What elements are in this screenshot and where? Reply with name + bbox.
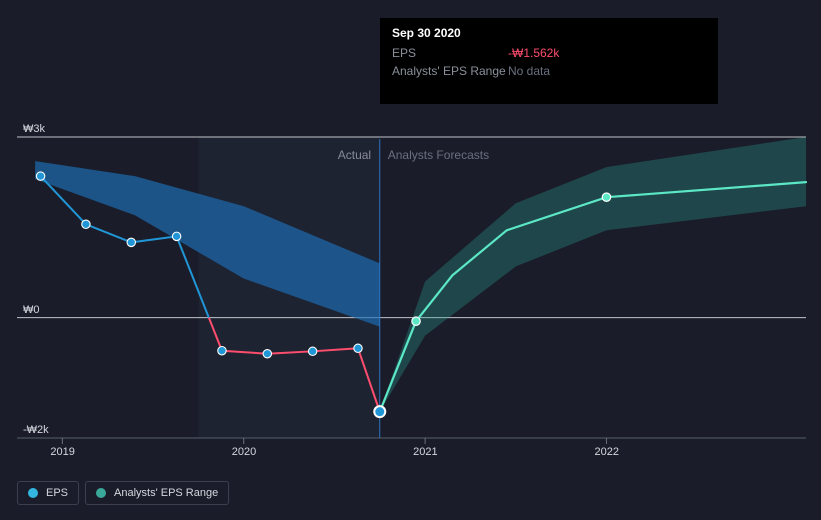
legend: EPS Analysts' EPS Range: [17, 481, 229, 505]
legend-label: EPS: [46, 487, 68, 499]
legend-swatch: [96, 488, 106, 498]
x-axis-label: 2021: [413, 446, 437, 458]
legend-swatch: [28, 488, 38, 498]
eps-chart[interactable]: [0, 0, 821, 520]
legend-item-range[interactable]: Analysts' EPS Range: [85, 481, 229, 505]
x-axis-label: 2020: [232, 446, 256, 458]
legend-item-eps[interactable]: EPS: [17, 481, 79, 505]
legend-label: Analysts' EPS Range: [114, 487, 218, 499]
x-axis-label: 2022: [594, 446, 618, 458]
x-axis-label: 2019: [50, 446, 74, 458]
